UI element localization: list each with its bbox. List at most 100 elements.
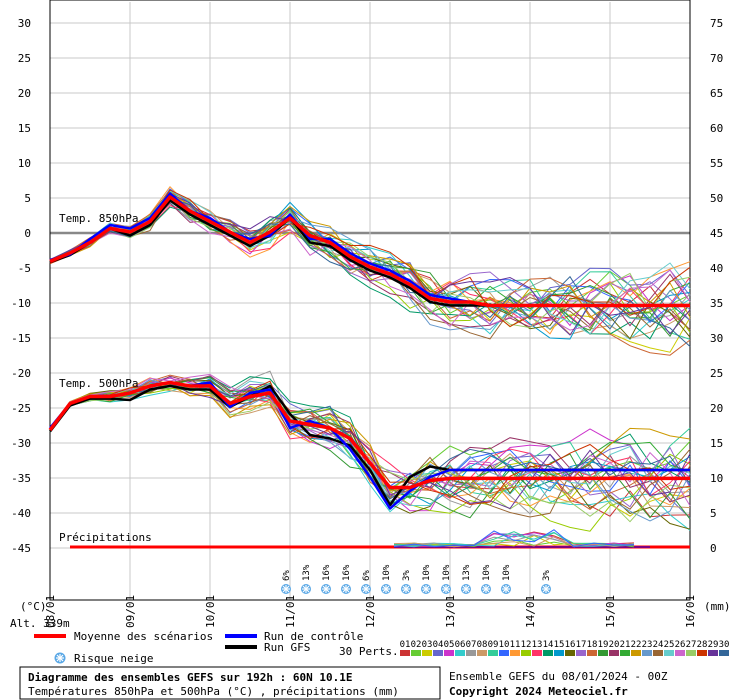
snowflake-icon (501, 584, 511, 594)
pert-swatch-10 (499, 650, 509, 656)
pert-label-02: 02 (411, 640, 422, 650)
x-tick-label: 15/01 (604, 595, 617, 628)
pert-label-13: 13 (532, 640, 543, 650)
y-left-tick-label: 25 (18, 52, 31, 65)
y-left-tick-label: -35 (11, 472, 31, 485)
pert-label-21: 21 (620, 640, 631, 650)
snowflake-stroke (302, 585, 310, 593)
pert-label-18: 18 (587, 640, 598, 650)
pert-label-28: 28 (697, 640, 708, 650)
y-right-tick-label: 20 (710, 402, 723, 415)
member-line-14-t850 (49, 206, 691, 340)
y-right-tick-label: 70 (710, 52, 723, 65)
y-left-tick-label: 30 (18, 17, 31, 30)
run-info: Ensemble GEFS du 08/01/2024 - 00Z (449, 670, 668, 683)
y-right-tick-label: 40 (710, 262, 723, 275)
snowflake-icon (321, 584, 331, 594)
y-left-tick-label: 0 (24, 227, 31, 240)
y-left-tick-label: -25 (11, 402, 31, 415)
copyright: Copyright 2024 Meteociel.fr (449, 685, 628, 698)
y-right-tick-label: 65 (710, 87, 723, 100)
x-tick-label: 14/01 (524, 595, 537, 628)
y-right-tick-label: 5 (710, 507, 717, 520)
pert-label-01: 01 (400, 640, 411, 650)
snowflake-icon (341, 584, 351, 594)
y-left-tick-label: -45 (11, 542, 31, 555)
panel-label-precip: Précipitations (59, 531, 152, 544)
pert-swatch-12 (521, 650, 531, 656)
snowflake-icon (481, 584, 491, 594)
member-line-24-t850 (49, 195, 691, 340)
snow-risk-label: 6% (362, 570, 372, 581)
pert-label-04: 04 (433, 640, 444, 650)
snowflake-stroke (422, 585, 430, 593)
y-right-tick-label: 15 (710, 437, 723, 450)
y-right-tick-label: 75 (710, 17, 723, 30)
pert-label-19: 19 (598, 640, 609, 650)
pert-swatch-06 (455, 650, 465, 656)
pert-swatch-13 (532, 650, 542, 656)
precipitation-panel (70, 529, 690, 549)
snowflake-stroke (322, 585, 330, 593)
member-line-25-t500 (49, 380, 691, 506)
pert-swatch-11 (510, 650, 520, 656)
title-box (19, 666, 441, 700)
pert-swatch-15 (554, 650, 564, 656)
snow-risk-label: 3% (542, 570, 552, 581)
legend-label-control: Run de contrôle (264, 630, 363, 643)
left-unit-label: (°C) (20, 600, 47, 613)
snowflake-stroke (542, 585, 550, 593)
pert-swatch-22 (631, 650, 641, 656)
pert-swatch-04 (433, 650, 443, 656)
pert-label-27: 27 (686, 640, 697, 650)
y-right-tick-label: 55 (710, 157, 723, 170)
pert-swatch-25 (664, 650, 674, 656)
perturbation-legend: 01 02 03 04 05 06 07 08 09 10 11 12 13 14 15 16 17 18 19 20… (400, 640, 729, 656)
pert-label-08: 08 (477, 640, 488, 650)
y-right-tick-label: 10 (710, 472, 723, 485)
snowflake-icon (441, 584, 451, 594)
snowflake-stroke (342, 585, 350, 593)
legend-label-mean: Moyenne des scénarios (74, 630, 213, 643)
snow-risk-label: 10% (382, 564, 392, 581)
y-right-tick-label: 45 (710, 227, 723, 240)
pert-label-12: 12 (521, 640, 532, 650)
pert-swatch-30 (719, 650, 729, 656)
y-right-tick-label: 0 (710, 542, 717, 555)
pert-swatch-18 (587, 650, 597, 656)
snowflake-stroke (482, 585, 490, 593)
snowflake-icon (281, 584, 291, 594)
snow-risk-label: 13% (302, 564, 312, 581)
legend-label-snow: Risque neige (74, 652, 153, 665)
snow-risk-labels: 6% 13% 16% 16% 6% 10% 3% 10% 10% 13% 10% 10% 3% (281, 564, 552, 594)
pert-label-15: 15 (554, 640, 565, 650)
pert-label-26: 26 (675, 640, 686, 650)
pert-swatch-03 (422, 650, 432, 656)
snow-risk-label: 10% (422, 564, 432, 581)
pert-swatch-23 (642, 650, 652, 656)
pert-label-22: 22 (631, 640, 642, 650)
pert-swatch-16 (565, 650, 575, 656)
pert-swatch-02 (411, 650, 421, 656)
pert-label-14: 14 (543, 640, 554, 650)
x-tick-label: 08/01 (44, 595, 57, 628)
snow-risk-label: 10% (442, 564, 452, 581)
y-left-tick-label: -5 (18, 262, 31, 275)
y-left-tick-label: -20 (11, 367, 31, 380)
pert-swatch-01 (400, 650, 410, 656)
panel-label-t500: Temp. 500hPa (59, 377, 138, 390)
pert-swatch-14 (543, 650, 553, 656)
right-unit-label: (mm) (704, 600, 731, 613)
snowflake-stroke (282, 585, 290, 593)
pert-swatch-27 (686, 650, 696, 656)
snow-risk-label: 13% (462, 564, 472, 581)
pert-label-20: 20 (609, 640, 620, 650)
pert-label-07: 07 (466, 640, 477, 650)
snowflake-stroke (402, 585, 410, 593)
legend-label-perts: 30 Perts. (339, 645, 399, 658)
snow-risk-label: 3% (402, 570, 412, 581)
x-tick-label: 12/01 (364, 595, 377, 628)
pert-label-06: 06 (455, 640, 466, 650)
